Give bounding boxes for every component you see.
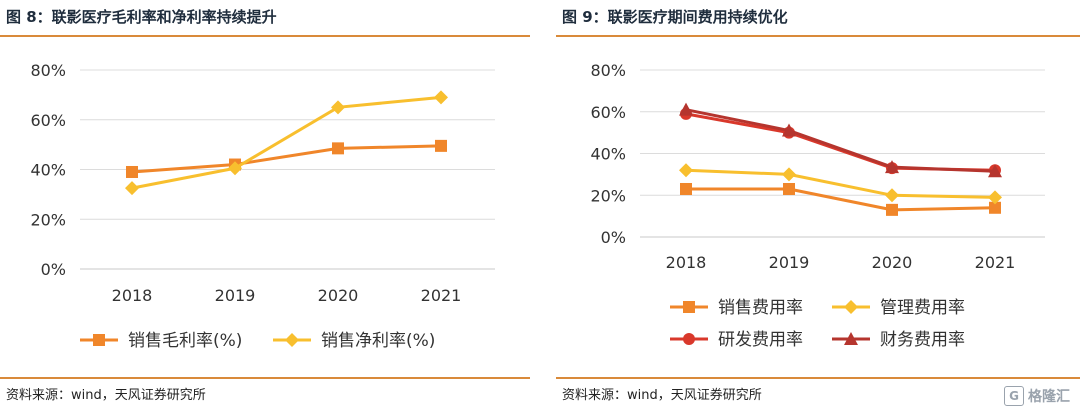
data-point (886, 203, 898, 216)
data-point (782, 123, 796, 137)
y-tick-label: 80% (30, 61, 66, 80)
data-point (885, 160, 899, 174)
x-tick-label: 2020 (318, 286, 359, 305)
chart-source: 资料来源：wind，天风证券研究所 (562, 388, 762, 403)
y-tick-label: 0% (41, 260, 66, 279)
legend-label: 管理费用率 (880, 298, 965, 318)
legend-label: 销售费用率 (718, 298, 803, 318)
y-tick-label: 20% (590, 186, 626, 205)
series-line (131, 144, 442, 174)
legend-swatch-marker (683, 333, 695, 345)
data-point (988, 190, 1002, 205)
line-chart-margins: 0% 20% 40% 60% 80% 2018 2019 2020 2021 销售毛利率(%) 销售… (30, 61, 495, 351)
data-point (126, 165, 138, 178)
y-tick-label: 80% (590, 61, 626, 80)
series-line (685, 108, 996, 173)
chart-panel-gross-net-margin: 图 8：联影医疗毛利率和净利率持续提升 0% 20% 40% 60% 80% 2018 20… (0, 0, 530, 413)
data-point (435, 139, 447, 152)
chart-title: 图 8：联影医疗毛利率和净利率持续提升 (6, 8, 277, 26)
legend-swatch-marker (93, 334, 105, 346)
y-tick-label: 40% (590, 145, 626, 164)
x-tick-label: 2018 (112, 286, 153, 305)
title-divider (556, 35, 1080, 37)
watermark-icon: G (1004, 386, 1024, 406)
y-tick-label: 60% (30, 111, 66, 130)
data-point (331, 100, 345, 115)
y-tick-label: 0% (601, 228, 626, 247)
data-point (332, 142, 344, 155)
series-line (685, 168, 996, 199)
data-point (885, 188, 899, 203)
data-point (434, 90, 448, 105)
y-tick-label: 40% (30, 161, 66, 180)
legend-swatch-marker (844, 300, 858, 314)
data-point (782, 167, 796, 182)
legend-label: 销售净利率(%) (321, 331, 435, 351)
x-tick-label: 2021 (975, 253, 1016, 272)
x-tick-label: 2019 (769, 253, 810, 272)
data-point (679, 163, 693, 178)
legend-label: 财务费用率 (880, 330, 965, 350)
legend-swatch-marker (844, 332, 858, 345)
line-chart-expenses: 0% 20% 40% 60% 80% 2018 2019 2020 2021 销售费用率 管理费用率… (590, 61, 1045, 350)
source-divider (556, 377, 1080, 379)
data-point (228, 161, 242, 176)
chart-source: 资料来源：wind，天风证券研究所 (6, 388, 206, 403)
data-point (783, 182, 795, 195)
legend-label: 销售毛利率(%) (128, 331, 242, 351)
data-point (680, 182, 692, 195)
watermark-logo: G 格隆汇 (1004, 386, 1070, 406)
data-point (125, 181, 139, 196)
y-tick-label: 20% (30, 210, 66, 229)
x-tick-label: 2021 (421, 286, 462, 305)
series-line (685, 112, 996, 172)
x-tick-label: 2018 (666, 253, 707, 272)
series-line (131, 95, 442, 190)
x-tick-label: 2020 (872, 253, 913, 272)
data-point (679, 102, 693, 116)
series-line (686, 187, 996, 212)
legend-label: 研发费用率 (718, 330, 803, 350)
x-tick-label: 2019 (215, 286, 256, 305)
chart-title: 图 9：联影医疗期间费用持续优化 (562, 8, 788, 26)
data-point (989, 201, 1001, 214)
data-point (988, 164, 1002, 178)
chart-panel-expense-ratios: 图 9：联影医疗期间费用持续优化 0% 20% 40% 60% 80% 2018 2019 2… (556, 0, 1080, 413)
source-divider (0, 377, 530, 379)
y-tick-label: 60% (590, 103, 626, 122)
legend-swatch-marker (683, 301, 695, 313)
watermark-text: 格隆汇 (1028, 389, 1070, 405)
legend-swatch-marker (285, 333, 299, 347)
title-divider (0, 35, 530, 37)
